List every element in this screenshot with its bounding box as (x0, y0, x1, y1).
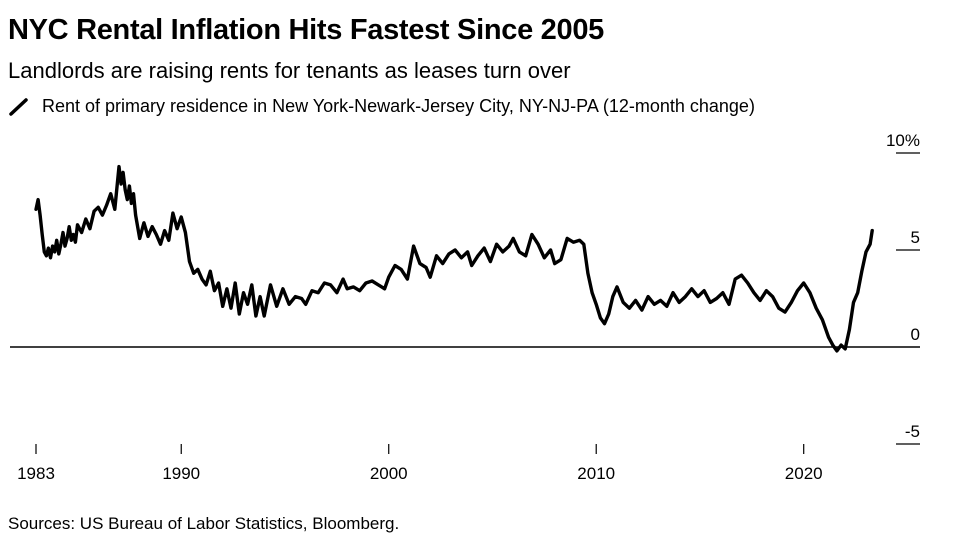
legend-line-icon (9, 97, 28, 116)
y-tick-label: 10% (886, 131, 920, 150)
chart-title: NYC Rental Inflation Hits Fastest Since … (8, 14, 604, 46)
chart-subtitle: Landlords are raising rents for tenants … (8, 58, 571, 83)
source-note: Sources: US Bureau of Labor Statistics, … (8, 514, 400, 533)
x-tick-label: 1990 (162, 464, 200, 483)
legend: Rent of primary residence in New York-Ne… (8, 96, 755, 117)
x-tick-label: 2010 (577, 464, 615, 483)
x-tick-label: 2020 (785, 464, 823, 483)
series-layer (34, 164, 874, 353)
y-tick-label: -5 (905, 422, 920, 441)
x-tick-label: 1983 (17, 464, 55, 483)
series-line (34, 164, 874, 353)
axes-layer: 10% 5 0 -5 1983 1990 2000 2010 2020 (10, 131, 920, 483)
legend-label: Rent of primary residence in New York-Ne… (42, 96, 755, 116)
y-tick-label: 5 (911, 228, 920, 247)
x-tick-label: 2000 (370, 464, 408, 483)
y-tick-label: 0 (911, 325, 920, 344)
